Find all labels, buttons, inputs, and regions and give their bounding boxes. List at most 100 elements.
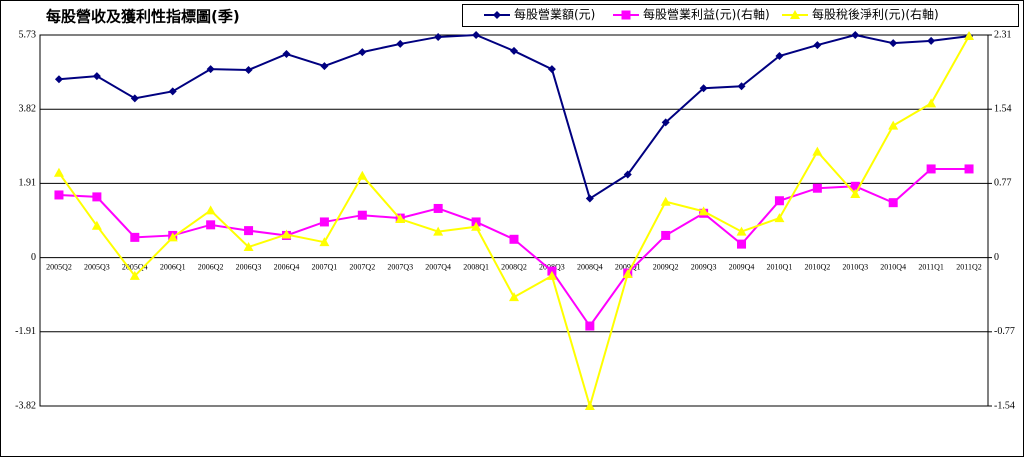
triangle-marker	[622, 268, 633, 278]
x-tick-label: 2008Q4	[577, 262, 603, 271]
diamond-marker	[472, 31, 481, 39]
y-tick-label: -3.82	[15, 400, 36, 411]
x-tick-label: 2007Q4	[425, 262, 451, 271]
triangle-marker	[395, 214, 406, 224]
diamond-marker	[737, 82, 746, 91]
triangle-marker	[926, 98, 937, 108]
diamond-marker	[547, 65, 556, 74]
square-marker	[737, 239, 747, 249]
square-marker	[964, 164, 974, 174]
triangle-marker	[129, 270, 140, 280]
square-marker	[206, 220, 216, 230]
legend-box	[462, 4, 1019, 27]
triangle-marker	[812, 146, 823, 156]
triangle-marker	[243, 242, 254, 251]
legend-label: 每股營業額(元)	[514, 7, 595, 22]
diamond-marker	[244, 65, 253, 74]
square-marker	[888, 198, 898, 208]
diamond-marker	[358, 48, 367, 57]
x-tick-label: 2006Q2	[198, 262, 224, 271]
x-tick-label: 2007Q3	[387, 262, 413, 271]
x-tick-label: 2009Q4	[729, 262, 755, 271]
legend-label: 每股稅後淨利(元)(右軸)	[812, 7, 939, 22]
square-marker	[92, 192, 102, 202]
diamond-marker	[851, 31, 860, 39]
diamond-marker	[92, 72, 101, 81]
diamond-marker	[813, 41, 822, 50]
y2-tick-label: 0.77	[994, 178, 1012, 189]
diamond-marker	[889, 39, 898, 48]
square-marker	[130, 232, 140, 242]
x-tick-label: 2005Q2	[46, 262, 72, 271]
triangle-marker	[357, 170, 368, 180]
diamond-marker	[168, 87, 177, 96]
legend-label: 每股營業利益(元)(右軸)	[643, 7, 770, 22]
triangle-marker	[91, 220, 102, 230]
triangle-marker	[433, 226, 444, 236]
x-tick-label: 2006Q1	[160, 262, 186, 271]
diamond-marker	[434, 32, 443, 41]
y-tick-label: 1.91	[19, 178, 37, 189]
square-marker	[509, 234, 519, 244]
triangle-marker	[471, 221, 482, 231]
triangle-marker	[205, 205, 216, 215]
x-tick-label: 2006Q4	[274, 262, 300, 271]
x-tick-label: 2009Q3	[691, 262, 717, 271]
diamond-marker	[775, 51, 784, 60]
triangle-marker	[964, 30, 975, 40]
x-tick-label: 2010Q4	[880, 262, 906, 271]
y2-tick-label: 0	[994, 252, 999, 263]
x-tick-label: 2009Q1	[615, 262, 641, 271]
diamond-marker	[699, 84, 708, 93]
triangle-marker	[850, 189, 861, 198]
square-marker	[661, 230, 671, 240]
square-marker	[812, 183, 822, 193]
x-tick-label: 2011Q1	[918, 262, 943, 271]
y2-tick-label: 2.31	[994, 29, 1012, 40]
x-tick-label: 2010Q2	[804, 262, 830, 271]
diamond-marker	[623, 170, 632, 179]
triangle-marker	[584, 401, 595, 410]
square-marker	[54, 190, 64, 200]
x-tick-label: 2005Q4	[122, 262, 148, 271]
diamond-marker	[320, 62, 329, 71]
triangle-marker	[319, 237, 330, 247]
triangle-marker	[736, 226, 747, 236]
y2-tick-label: 1.54	[994, 103, 1012, 114]
diamond-marker	[396, 39, 405, 48]
diamond-marker	[282, 50, 291, 59]
legend-marker	[790, 10, 800, 19]
x-tick-label: 2010Q3	[842, 262, 868, 271]
x-tick-label: 2007Q2	[349, 262, 375, 271]
triangle-marker	[888, 120, 899, 130]
y2-tick-label: -1.54	[994, 400, 1015, 411]
diamond-marker	[585, 194, 594, 203]
x-tick-label: 2007Q1	[312, 262, 338, 271]
triangle-marker	[660, 196, 671, 206]
square-marker	[850, 181, 860, 191]
x-tick-label: 2008Q1	[463, 262, 489, 271]
diamond-marker	[510, 46, 518, 55]
x-tick-label: 2011Q2	[956, 262, 981, 271]
square-marker	[585, 321, 595, 331]
triangle-marker	[281, 229, 292, 239]
y-tick-label: 3.82	[19, 103, 37, 114]
triangle-marker	[53, 167, 64, 177]
diamond-marker	[130, 94, 139, 103]
square-marker	[319, 217, 329, 227]
chart-title: 每股營收及獲利性指標圖(季)	[46, 8, 240, 26]
legend-marker	[493, 11, 501, 19]
y-tick-label: -1.91	[15, 326, 36, 337]
square-marker	[774, 196, 784, 206]
triangle-marker	[509, 292, 519, 302]
y-tick-label: 0	[31, 252, 36, 263]
diamond-marker	[54, 75, 63, 84]
x-tick-label: 2010Q1	[767, 262, 793, 271]
diamond-marker	[206, 65, 215, 74]
diamond-marker	[661, 118, 670, 127]
diamond-marker	[927, 36, 936, 45]
square-marker	[926, 164, 936, 174]
triangle-marker	[167, 232, 178, 242]
x-tick-label: 2005Q3	[84, 262, 110, 271]
